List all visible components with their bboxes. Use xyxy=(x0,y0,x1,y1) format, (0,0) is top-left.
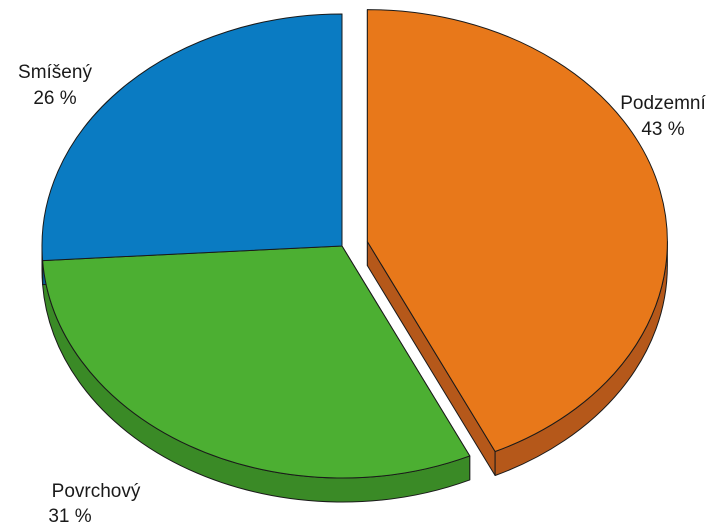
slice-label-smiseny-value: 26 % xyxy=(33,88,76,109)
pie-slice-smiseny xyxy=(41,13,343,262)
slice-label-podzemni-value: 43 % xyxy=(641,119,684,140)
slice-label-povrchovy-value: 31 % xyxy=(48,506,91,523)
pie-slice-povrchovy xyxy=(42,245,471,479)
slice-label-povrchovy-name: Povrchový xyxy=(52,481,141,502)
slice-label-podzemni-name: Podzemní xyxy=(620,93,706,114)
pie-tops xyxy=(41,9,668,479)
slice-label-smiseny-name: Smíšený xyxy=(18,62,92,83)
pie-slice-podzemni xyxy=(366,9,668,453)
